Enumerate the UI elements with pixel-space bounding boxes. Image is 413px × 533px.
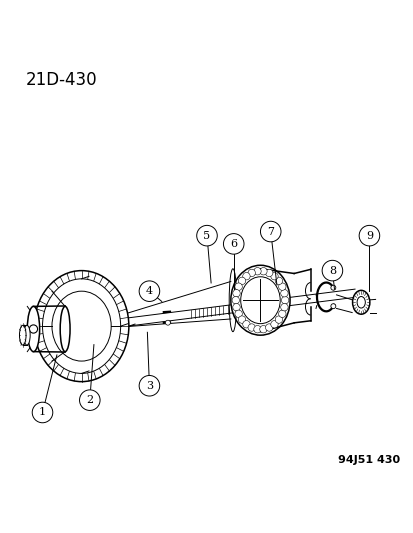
Circle shape [234,283,242,290]
Text: 3: 3 [145,381,153,391]
Circle shape [232,303,240,311]
Circle shape [32,402,53,423]
Circle shape [278,283,285,290]
Circle shape [29,325,38,333]
Circle shape [330,304,335,309]
Circle shape [265,269,272,277]
Circle shape [234,310,242,318]
Circle shape [139,375,159,396]
Text: 1: 1 [39,408,46,417]
Text: 2: 2 [86,395,93,405]
Circle shape [253,268,261,275]
Circle shape [280,289,287,297]
Ellipse shape [230,265,290,335]
Circle shape [242,272,249,280]
Ellipse shape [19,325,26,345]
Text: 9: 9 [365,231,372,241]
Circle shape [242,320,249,328]
Circle shape [265,324,272,331]
Text: 94J51 430: 94J51 430 [337,455,399,465]
Circle shape [238,277,245,285]
Circle shape [196,225,217,246]
Text: 4: 4 [145,286,153,296]
Circle shape [232,289,240,297]
Circle shape [358,225,379,246]
Circle shape [275,316,282,324]
Circle shape [270,272,278,280]
Circle shape [165,320,170,325]
Circle shape [278,310,285,318]
Circle shape [259,326,266,333]
Circle shape [253,326,261,333]
Ellipse shape [60,306,70,352]
Circle shape [321,260,342,281]
Circle shape [280,303,287,311]
Circle shape [247,324,255,331]
Text: 5: 5 [203,231,210,241]
Ellipse shape [27,306,40,352]
Circle shape [259,268,266,275]
Circle shape [270,320,278,328]
Circle shape [223,233,243,254]
Circle shape [330,285,335,290]
Circle shape [247,269,255,277]
Circle shape [238,316,245,324]
Circle shape [281,296,288,304]
Text: 21D-430: 21D-430 [26,71,97,89]
Ellipse shape [356,296,364,308]
Text: 8: 8 [328,265,335,276]
Ellipse shape [52,291,111,361]
Circle shape [139,281,159,302]
Circle shape [232,296,239,304]
Circle shape [79,390,100,410]
Text: 7: 7 [267,227,273,237]
Text: 6: 6 [230,239,237,249]
Ellipse shape [352,290,369,314]
Circle shape [275,277,282,285]
Ellipse shape [43,279,120,374]
Circle shape [260,221,280,242]
Ellipse shape [24,325,30,345]
Ellipse shape [34,271,128,382]
Ellipse shape [240,277,280,324]
